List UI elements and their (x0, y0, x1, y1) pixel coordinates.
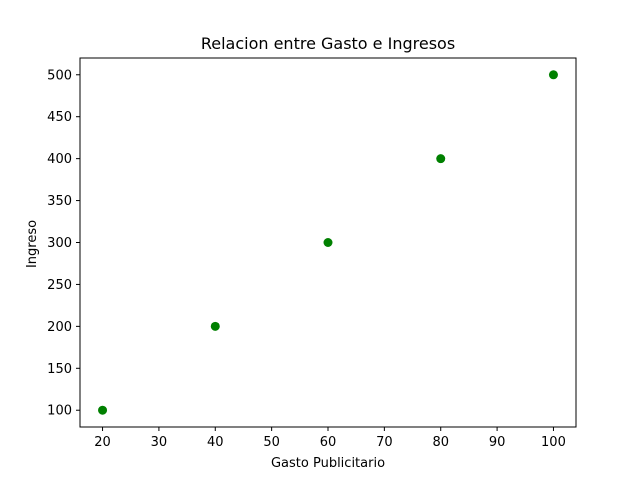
y-tick-label: 450 (47, 110, 72, 125)
y-tick-label: 500 (47, 68, 72, 83)
x-tick-label: 20 (94, 435, 111, 450)
x-tick-label: 30 (151, 435, 168, 450)
y-tick-label: 200 (47, 320, 72, 335)
x-tick-label: 100 (541, 435, 566, 450)
y-axis-label: Ingreso (25, 220, 40, 268)
y-tick-label: 250 (47, 278, 72, 293)
data-point (548, 70, 558, 80)
y-tick-label: 400 (47, 152, 72, 167)
chart-title: Relacion entre Gasto e Ingresos (201, 34, 455, 53)
data-points (98, 70, 558, 415)
x-tick-label: 40 (207, 435, 224, 450)
y-tick-label: 350 (47, 194, 72, 209)
x-tick-label: 70 (376, 435, 393, 450)
x-axis: 20 30 40 50 60 70 80 90 100 (94, 427, 566, 450)
data-point (210, 321, 220, 331)
data-point (98, 405, 108, 415)
y-tick-label: 100 (47, 404, 72, 419)
x-tick-label: 50 (263, 435, 280, 450)
y-tick-label: 150 (47, 362, 72, 377)
y-axis: 100 150 200 250 300 350 400 450 500 (47, 68, 80, 419)
x-tick-label: 90 (489, 435, 506, 450)
data-point (436, 154, 446, 164)
y-tick-label: 300 (47, 236, 72, 251)
x-tick-label: 80 (432, 435, 449, 450)
data-point (323, 238, 333, 247)
x-axis-label: Gasto Publicitario (271, 456, 385, 471)
x-tick-label: 60 (320, 435, 337, 450)
